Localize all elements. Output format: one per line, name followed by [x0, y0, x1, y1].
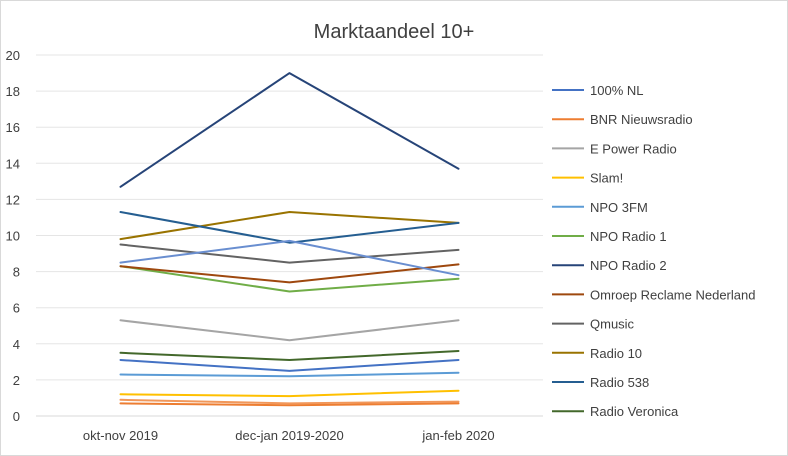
x-tick-label: dec-jan 2019-2020: [235, 428, 343, 443]
y-tick-label: 20: [6, 48, 20, 63]
series-line: [119, 371, 460, 378]
legend-label: Slam!: [590, 171, 623, 186]
legend-item: BNR Nieuwsradio: [552, 112, 693, 127]
series-line: [119, 243, 460, 264]
grid-lines: [36, 54, 543, 417]
y-tick-label: 4: [13, 337, 20, 352]
x-tick-label: okt-nov 2019: [83, 428, 158, 443]
legend-label: 100% NL: [590, 83, 643, 98]
legend-item: NPO Radio 2: [552, 258, 667, 273]
y-tick-label: 2: [13, 373, 20, 388]
series-lines: [119, 72, 460, 407]
chart-title: Marktaandeel 10+: [314, 21, 475, 43]
series-line: [119, 350, 460, 361]
legend-label: NPO 3FM: [590, 200, 648, 215]
legend-label: Radio 10: [590, 346, 642, 361]
y-tick-label: 12: [6, 192, 20, 207]
legend: 100% NL BNR Nieuwsradio E Power Radio Slam!…: [552, 83, 755, 419]
y-axis-ticks: 0 2 4 6 8 10 12 14 16 18 20: [6, 48, 20, 424]
x-axis-ticks: okt-nov 2019 dec-jan 2019-2020 jan-feb 202…: [83, 428, 495, 443]
legend-item: Radio 538: [552, 375, 649, 390]
y-tick-label: 6: [13, 301, 20, 316]
legend-label: Radio Veronica: [590, 404, 679, 419]
series-line: [119, 211, 460, 244]
legend-label: NPO Radio 2: [590, 258, 667, 273]
legend-label: E Power Radio: [590, 141, 677, 156]
legend-label: BNR Nieuwsradio: [590, 112, 693, 127]
legend-label: Qmusic: [590, 317, 635, 332]
legend-label: Radio 538: [590, 375, 649, 390]
series-line: [119, 72, 460, 188]
legend-item: Omroep Reclame Nederland: [552, 287, 755, 302]
series-line: [119, 359, 460, 372]
series-line: [119, 265, 460, 293]
legend-label: Omroep Reclame Nederland: [590, 287, 755, 302]
y-tick-label: 8: [13, 265, 20, 280]
legend-item: Qmusic: [552, 317, 635, 332]
y-tick-label: 14: [6, 156, 20, 171]
series-line: [119, 239, 460, 277]
legend-item: NPO Radio 1: [552, 229, 667, 244]
series-line: [119, 389, 460, 398]
legend-item: Radio 10: [552, 346, 642, 361]
legend-item: Slam!: [552, 171, 623, 186]
series-line: [119, 211, 460, 241]
series-line: [119, 263, 460, 284]
legend-item: Radio Veronica: [552, 404, 679, 419]
y-tick-label: 18: [6, 84, 20, 99]
legend-item: NPO 3FM: [552, 200, 648, 215]
series-line: [119, 319, 460, 342]
x-tick-label: jan-feb 2020: [421, 428, 494, 443]
series-line: [119, 398, 460, 405]
y-tick-label: 16: [6, 120, 20, 135]
legend-label: NPO Radio 1: [590, 229, 667, 244]
y-tick-label: 10: [6, 229, 20, 244]
series-line: [119, 402, 460, 407]
y-tick-label: 0: [13, 409, 20, 424]
legend-item: E Power Radio: [552, 141, 677, 156]
legend-item: 100% NL: [552, 83, 643, 98]
